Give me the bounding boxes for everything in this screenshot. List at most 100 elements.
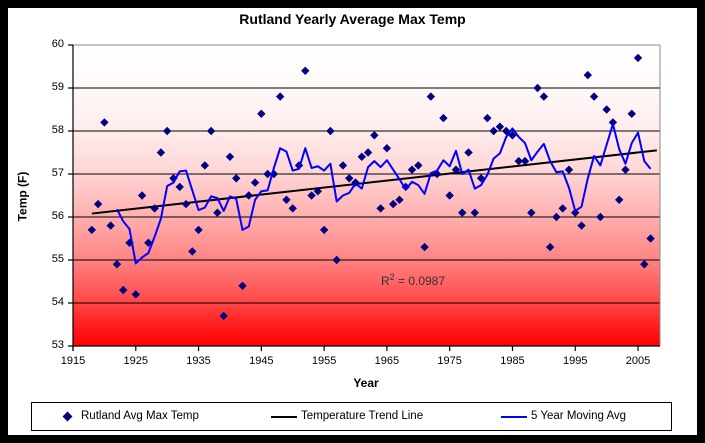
scatter-point xyxy=(181,199,191,209)
scatter-point xyxy=(263,169,272,179)
scatter-point xyxy=(219,311,228,321)
scatter-point xyxy=(194,225,203,235)
legend-label-trend: Temperature Trend Line xyxy=(301,410,424,422)
plot-area xyxy=(73,45,660,346)
scatter-point xyxy=(552,212,561,222)
r-squared-base: R xyxy=(380,274,390,288)
scatter-point xyxy=(332,255,341,265)
legend-diamond-marker-icon xyxy=(62,411,73,422)
scatter-point xyxy=(137,191,147,200)
scatter-point xyxy=(93,199,103,209)
scatter-point xyxy=(439,113,448,123)
scatter-point xyxy=(156,148,166,157)
scatter-point xyxy=(87,225,97,235)
x-axis-title: Year xyxy=(353,376,379,390)
scatter-point xyxy=(495,122,505,131)
scatter-point xyxy=(376,204,385,213)
x-tick-label: 1915 xyxy=(60,355,86,367)
scatter-point xyxy=(501,126,511,136)
y-tick-label: 55 xyxy=(51,253,64,265)
x-tick-label: 1995 xyxy=(562,355,588,367)
scatter-point xyxy=(596,212,605,222)
scatter-point xyxy=(602,105,611,114)
x-tick-label: 1935 xyxy=(186,355,211,367)
scatter-point xyxy=(106,221,115,230)
scatter-point xyxy=(188,247,197,256)
scatter-point xyxy=(451,165,461,174)
scatter-point xyxy=(100,118,109,127)
scatter-point xyxy=(432,169,442,179)
scatter-point xyxy=(426,92,436,101)
y-tick-label: 60 xyxy=(51,38,64,50)
scatter-point xyxy=(539,92,549,101)
scatter-point xyxy=(558,204,567,213)
scatter-point xyxy=(119,285,128,295)
scatter-point xyxy=(112,260,122,269)
scatter-point xyxy=(458,208,467,217)
scatter-point xyxy=(338,161,348,170)
y-tick-label: 58 xyxy=(51,124,64,136)
scatter-point xyxy=(533,83,542,93)
scatter-point xyxy=(175,182,184,192)
y-tick-label: 53 xyxy=(51,339,64,351)
scatter-point xyxy=(307,191,316,200)
scatter-point xyxy=(445,191,454,200)
scatter-point xyxy=(200,161,210,170)
scatter-point xyxy=(395,195,404,204)
scatter-point xyxy=(577,221,586,230)
legend-moving-avg-marker-icon xyxy=(501,416,527,418)
y-tick-label: 57 xyxy=(51,167,64,179)
r-squared-exponent: 2 xyxy=(389,272,395,282)
scatter-point xyxy=(319,225,329,235)
y-tick-label: 54 xyxy=(51,296,64,308)
legend: Rutland Avg Max Temp Temperature Trend L… xyxy=(31,402,672,431)
moving-avg-line xyxy=(116,123,652,265)
scatter-point xyxy=(470,208,479,217)
scatter-point xyxy=(269,169,279,179)
scatter-point xyxy=(206,126,216,136)
scatter-point xyxy=(345,174,354,183)
x-tick-label: 1985 xyxy=(500,355,525,367)
scatter-point xyxy=(250,178,260,187)
scatter-point xyxy=(238,281,247,290)
scatter-point xyxy=(213,208,222,217)
legend-trend-line-marker-icon xyxy=(271,416,297,418)
scatter-point xyxy=(514,156,523,166)
y-tick-label: 59 xyxy=(51,81,64,93)
scatter-point xyxy=(407,165,417,174)
scatter-point xyxy=(464,148,473,157)
scatter-point xyxy=(508,131,517,140)
x-tick-label: 1945 xyxy=(249,355,274,367)
scatter-point xyxy=(589,92,599,101)
scatter-point xyxy=(520,156,530,166)
scatter-point xyxy=(621,165,630,174)
x-tick-label: 1955 xyxy=(311,355,337,367)
scatter-point xyxy=(382,144,392,153)
y-tick-label: 56 xyxy=(51,210,64,222)
legend-label-scatter: Rutland Avg Max Temp xyxy=(81,410,199,422)
scatter-point xyxy=(527,208,536,217)
r-squared-annotation: R2 = 0.0987 xyxy=(352,272,474,288)
scatter-point xyxy=(489,126,498,136)
r-squared-value: = 0.0987 xyxy=(394,274,446,288)
scatter-point xyxy=(244,191,253,200)
scatter-point xyxy=(420,242,429,252)
scatter-point xyxy=(232,174,241,183)
scatter-point xyxy=(608,118,618,127)
x-tick-label: 1965 xyxy=(374,355,400,367)
scatter-point xyxy=(614,195,624,204)
scatter-point xyxy=(627,109,636,118)
scatter-point xyxy=(257,109,266,118)
scatter-point xyxy=(282,195,291,204)
x-tick-label: 2005 xyxy=(625,355,651,367)
x-tick-label: 1975 xyxy=(437,355,462,367)
y-axis-title: Temp (F) xyxy=(15,171,30,222)
chart-title: Rutland Yearly Average Max Temp xyxy=(239,11,466,27)
scatter-point xyxy=(388,199,398,209)
scatter-point xyxy=(640,260,649,269)
scatter-point xyxy=(357,152,366,161)
scatter-point xyxy=(301,66,310,75)
scatter-point xyxy=(646,234,655,243)
